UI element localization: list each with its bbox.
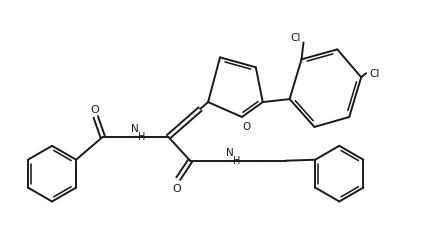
Text: O: O [243,122,251,131]
Text: H: H [138,131,145,141]
Text: H: H [233,155,240,165]
Text: Cl: Cl [369,69,379,79]
Text: N: N [131,123,138,133]
Text: O: O [172,183,181,193]
Text: O: O [91,105,99,115]
Text: Cl: Cl [290,33,301,43]
Text: N: N [226,147,234,157]
